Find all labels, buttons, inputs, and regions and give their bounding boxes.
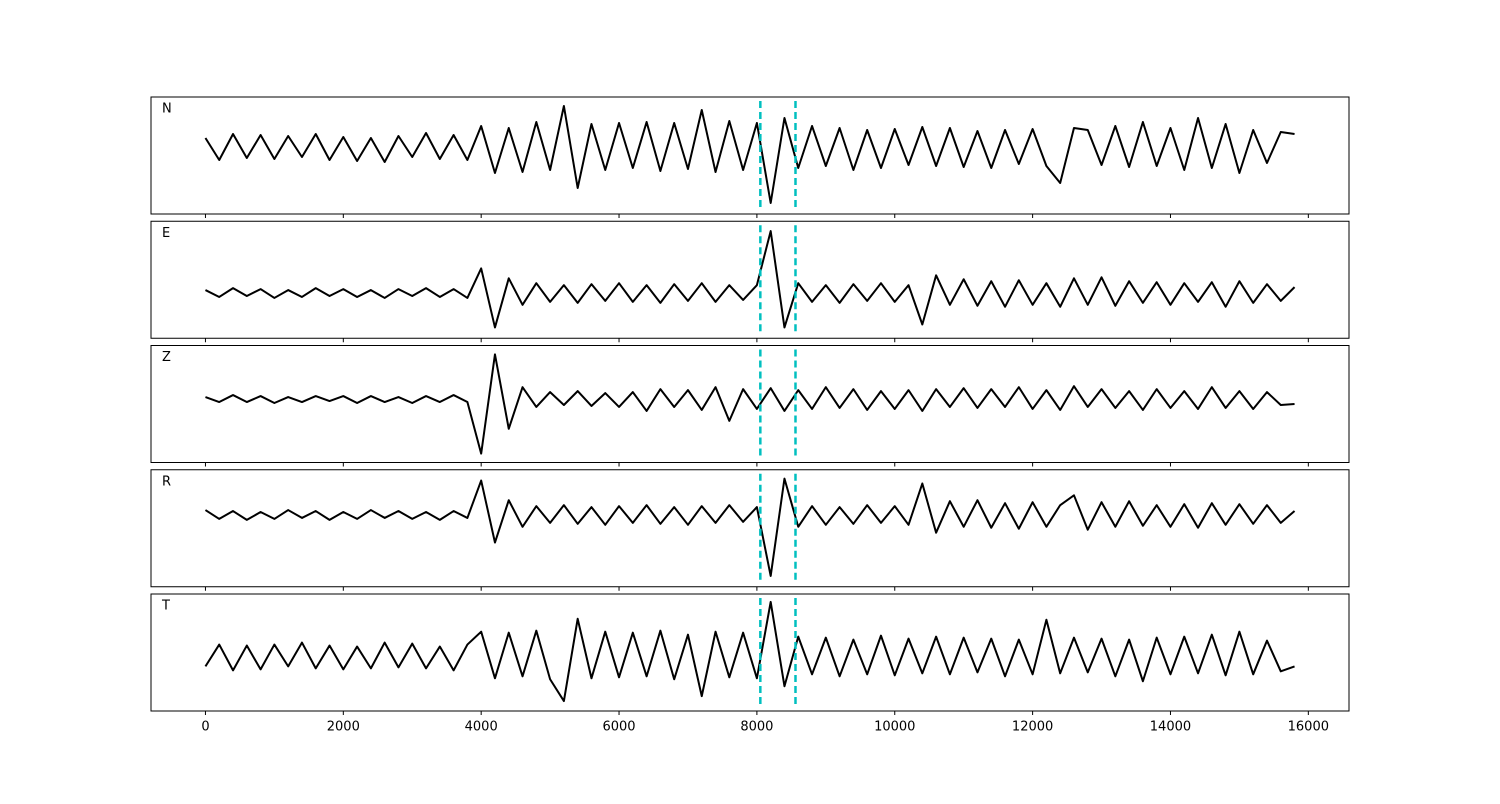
x-tick-label: 10000	[874, 720, 915, 735]
waveform	[204, 477, 1296, 577]
x-tick-label: 2000	[327, 720, 360, 735]
panel-label: Z	[162, 350, 171, 365]
waveform	[204, 105, 1295, 204]
panel-label: N	[162, 102, 172, 117]
x-tick-label: 8000	[740, 720, 773, 735]
x-tick-label: 14000	[1150, 720, 1191, 735]
panel-frame	[150, 593, 1350, 712]
waveform	[204, 600, 1295, 703]
x-tick-label: 0	[201, 720, 209, 735]
panel-frame	[150, 220, 1350, 339]
panel-frame	[150, 469, 1350, 588]
panel-label: T	[161, 599, 170, 614]
x-tick-label: 16000	[1288, 720, 1329, 735]
x-tick-label: 12000	[1012, 720, 1053, 735]
waveform	[205, 353, 1295, 455]
panel-frame	[150, 96, 1350, 215]
panel-frame	[150, 345, 1350, 463]
x-tick-label: 6000	[602, 720, 635, 735]
x-tick-label: 4000	[465, 720, 498, 735]
panel-label: R	[162, 474, 171, 489]
waveform	[205, 230, 1296, 329]
panel-label: E	[162, 226, 170, 241]
